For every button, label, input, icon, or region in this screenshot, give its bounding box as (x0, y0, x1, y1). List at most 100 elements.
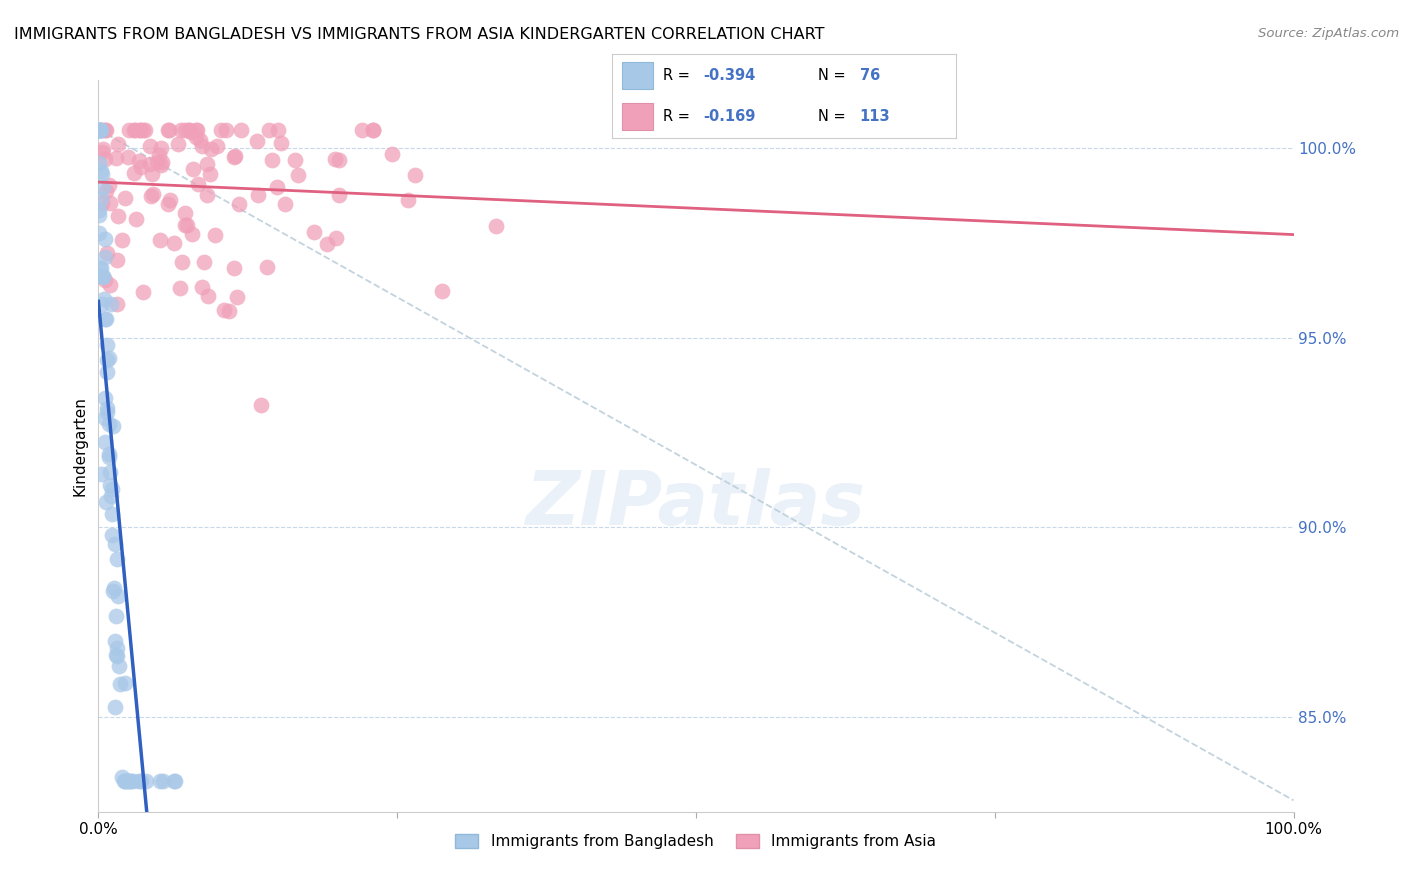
Point (115, 774, 138, 789)
Point (117, 774, 139, 789)
Point (96, 338, 118, 352)
Point (94, 122, 117, 136)
Point (149, 233, 172, 247)
Text: N =: N = (818, 109, 851, 124)
Point (152, 774, 174, 789)
Point (105, 151, 128, 165)
Point (222, 260, 245, 275)
Point (180, 227, 202, 242)
Point (101, 483, 124, 497)
Point (93, 250, 115, 264)
Point (157, 197, 180, 211)
Point (118, 774, 141, 789)
Point (104, 633, 127, 648)
Point (195, 188, 218, 202)
Point (169, 122, 191, 136)
Text: 113: 113 (859, 109, 890, 124)
Point (128, 774, 150, 789)
Point (173, 206, 195, 220)
Point (117, 150, 139, 164)
Point (323, 152, 346, 166)
Point (186, 122, 208, 136)
Legend: Immigrants from Bangladesh, Immigrants from Asia: Immigrants from Bangladesh, Immigrants f… (450, 828, 942, 855)
Point (94, 495, 117, 509)
Point (209, 122, 232, 136)
Point (87, 122, 110, 136)
Point (270, 136, 292, 150)
Point (87, 207, 110, 221)
Point (122, 122, 145, 136)
Point (157, 122, 180, 136)
Point (91, 195, 114, 210)
Point (146, 155, 169, 169)
Point (118, 122, 141, 136)
Point (94, 232, 117, 246)
Point (89, 260, 111, 275)
Point (94, 312, 117, 326)
Point (93, 292, 115, 306)
Point (100, 297, 122, 311)
Point (111, 771, 134, 785)
Point (174, 122, 197, 136)
Point (256, 260, 278, 274)
Point (94, 391, 117, 405)
Point (112, 774, 135, 789)
Point (90, 164, 112, 178)
Point (94, 312, 117, 326)
Point (91, 145, 114, 160)
Point (139, 188, 162, 202)
Point (163, 774, 186, 789)
Point (274, 197, 297, 211)
Point (114, 191, 136, 205)
FancyBboxPatch shape (621, 62, 652, 89)
Point (93, 273, 115, 287)
Point (96, 352, 118, 367)
Point (193, 254, 215, 268)
Point (105, 552, 128, 566)
Point (215, 122, 238, 136)
Point (94, 185, 117, 199)
Point (174, 219, 197, 233)
Point (328, 153, 350, 168)
Point (87, 155, 110, 169)
Point (107, 297, 129, 311)
Point (129, 122, 152, 136)
Point (89, 122, 111, 136)
Point (200, 142, 222, 156)
Point (176, 218, 198, 232)
FancyBboxPatch shape (621, 103, 652, 130)
Point (228, 197, 250, 211)
Point (129, 122, 152, 136)
Point (98, 351, 121, 366)
Point (91, 269, 114, 284)
Point (98, 465, 121, 479)
Point (90, 467, 112, 482)
Point (184, 130, 207, 145)
Point (129, 160, 152, 174)
Point (180, 124, 202, 138)
Point (91, 268, 114, 283)
Point (105, 640, 128, 655)
Point (132, 285, 155, 299)
Point (98, 450, 121, 464)
Point (104, 536, 127, 550)
Point (187, 178, 209, 192)
Point (118, 774, 141, 789)
Text: IMMIGRANTS FROM BANGLADESH VS IMMIGRANTS FROM ASIA KINDERGARTEN CORRELATION CHAR: IMMIGRANTS FROM BANGLADESH VS IMMIGRANTS… (14, 27, 824, 42)
Point (91, 296, 114, 310)
Point (141, 168, 163, 182)
Text: 76: 76 (859, 68, 880, 83)
Point (122, 774, 145, 789)
Point (139, 139, 162, 153)
Point (186, 122, 208, 136)
Text: R =: R = (664, 109, 695, 124)
Point (114, 774, 136, 789)
Point (485, 219, 508, 234)
Point (87, 202, 110, 217)
Text: N =: N = (818, 68, 851, 83)
Point (89, 122, 111, 136)
Point (105, 252, 128, 267)
Point (124, 212, 146, 227)
Point (284, 153, 307, 167)
Point (197, 157, 219, 171)
